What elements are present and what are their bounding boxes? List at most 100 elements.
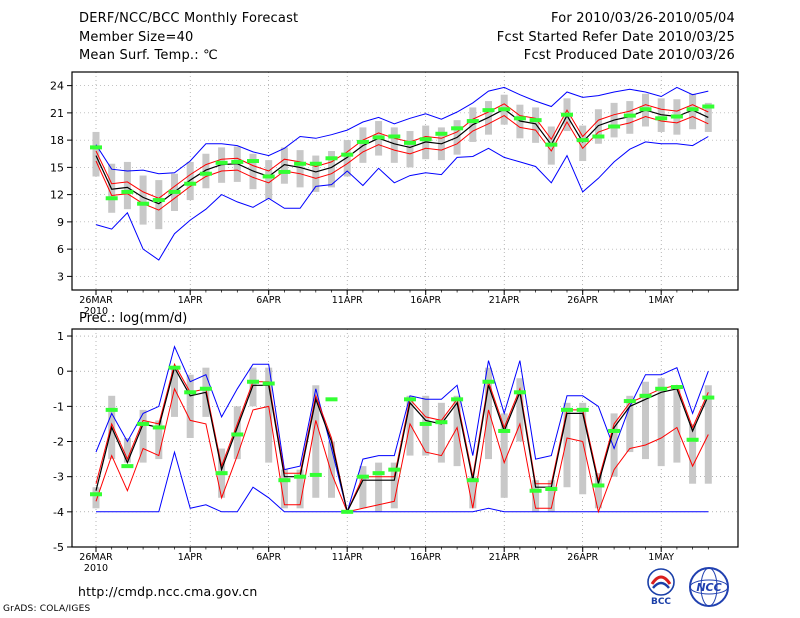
temp-obs-marker <box>576 138 589 143</box>
prec-obs-marker <box>231 432 244 437</box>
temp-spread-box <box>390 127 398 163</box>
temp-obs-marker <box>529 118 542 123</box>
footer-credit: GrADS: COLA/IGES <box>3 604 91 614</box>
temp-xtick-label: 1MAY <box>648 295 674 306</box>
temp-spread-box <box>155 180 163 230</box>
prec-ytick-label: -3 <box>53 471 64 484</box>
temp-obs-marker <box>466 119 479 124</box>
prec-line-max <box>95 345 709 514</box>
temp-obs-marker <box>168 189 181 194</box>
prec-line-min <box>96 450 709 513</box>
prec-spread-box <box>516 378 524 442</box>
temp-obs-marker <box>294 161 307 166</box>
prec-spread-box <box>642 381 649 460</box>
prec-obs-marker <box>137 421 150 426</box>
prec-obs-marker <box>592 483 605 488</box>
prec-obs-marker <box>152 425 165 430</box>
temp-spread-box <box>689 93 697 130</box>
prec-obs-marker <box>247 379 259 384</box>
prec-spread-box <box>453 395 461 467</box>
prec-obs-marker <box>262 381 275 386</box>
temp-obs-marker <box>670 114 683 119</box>
temp-spread-box <box>92 131 100 177</box>
temp-xtick-label: 1APR <box>178 295 203 306</box>
prec-spread-box <box>437 402 445 463</box>
prec-obs-marker <box>294 474 307 479</box>
temp-obs-marker <box>90 145 102 150</box>
temp-xtick-label: 6APR <box>256 295 281 306</box>
prec-spread-box <box>610 413 618 477</box>
temp-obs-marker <box>561 112 573 117</box>
prec-obs-marker <box>686 437 699 442</box>
temp-line-max <box>95 86 709 175</box>
temp-spread-box <box>265 160 273 200</box>
temp-spread-box <box>202 153 210 189</box>
prec-obs-marker <box>356 474 369 479</box>
forecast-period: For 2010/03/26-2010/05/04 <box>551 11 735 26</box>
prec-obs-marker <box>482 379 495 384</box>
prec-spread-box <box>155 420 163 460</box>
temp-obs-marker <box>309 161 322 166</box>
prec-obs-marker <box>545 486 558 491</box>
prec-obs-marker <box>466 478 479 483</box>
prec-ytick-label: -5 <box>53 541 64 554</box>
temp-ytick-label: 15 <box>50 161 64 174</box>
prec-ytick-label: 1 <box>57 330 64 343</box>
temp-obs-marker <box>372 135 385 140</box>
prec-xtick-label: 11APR <box>332 552 363 563</box>
prec-spread-box <box>186 374 194 438</box>
temp-ytick-label: 6 <box>57 243 64 256</box>
temp-obs-marker <box>137 201 150 206</box>
prec-spread-box <box>265 367 273 463</box>
prec-ytick-label: -4 <box>53 506 64 519</box>
prec-spread-box <box>92 487 100 509</box>
prec-obs-marker <box>121 464 134 469</box>
temp-spread-box <box>312 155 320 192</box>
temp-obs-marker <box>356 139 369 144</box>
temp-spread-box <box>704 102 712 132</box>
temp-obs-marker <box>325 156 338 161</box>
temp-ytick-label: 18 <box>50 134 64 147</box>
temp-spread-box <box>328 151 335 188</box>
temp-obs-marker <box>639 107 652 112</box>
temp-xtick-label: 16APR <box>410 295 441 306</box>
prec-ytick-label: -2 <box>53 436 64 449</box>
prec-ytick-label: 0 <box>57 365 64 378</box>
prec-obs-marker <box>309 472 322 477</box>
temp-spread-box <box>186 161 194 201</box>
temp-spread-box <box>594 109 602 144</box>
temp-ytick-label: 12 <box>50 189 64 202</box>
variable-label: Mean Surf. Temp.: ℃ <box>79 48 218 63</box>
prec-spread-box <box>485 367 492 460</box>
prec-obs-marker <box>608 428 621 433</box>
prec-obs-marker <box>168 365 181 370</box>
prec-spread-box <box>579 402 587 495</box>
temp-obs-marker <box>655 116 668 121</box>
temp-ytick-label: 21 <box>50 107 64 120</box>
temp-obs-marker <box>702 104 715 109</box>
temp-xtick-year: 2010 <box>84 306 108 317</box>
prec-spread-box <box>594 473 602 509</box>
prec-obs-marker <box>561 407 573 412</box>
prec-xtick-label: 1MAY <box>648 552 674 563</box>
temp-obs-marker <box>341 152 354 157</box>
temp-xtick-label: 26APR <box>567 295 598 306</box>
temp-obs-marker <box>231 159 244 164</box>
prec-spread-box <box>171 367 178 417</box>
prec-xtick-year: 2010 <box>84 563 108 574</box>
prec-spread-box <box>673 388 681 463</box>
prec-obs-marker <box>702 395 715 400</box>
prec-obs-marker <box>435 420 448 425</box>
prec-line-lower <box>95 387 709 514</box>
temp-obs-marker <box>215 160 228 165</box>
temp-obs-marker <box>608 124 621 129</box>
prec-obs-marker <box>90 492 102 497</box>
prec-frame <box>71 328 739 548</box>
prec-obs-marker <box>498 428 511 433</box>
prec-spread-box <box>296 469 304 509</box>
temp-spread-box <box>280 147 288 184</box>
footer-url[interactable]: http://cmdp.ncc.cma.gov.cn <box>78 584 258 599</box>
prec-obs-marker <box>404 397 416 402</box>
temp-line-mean <box>95 108 709 205</box>
